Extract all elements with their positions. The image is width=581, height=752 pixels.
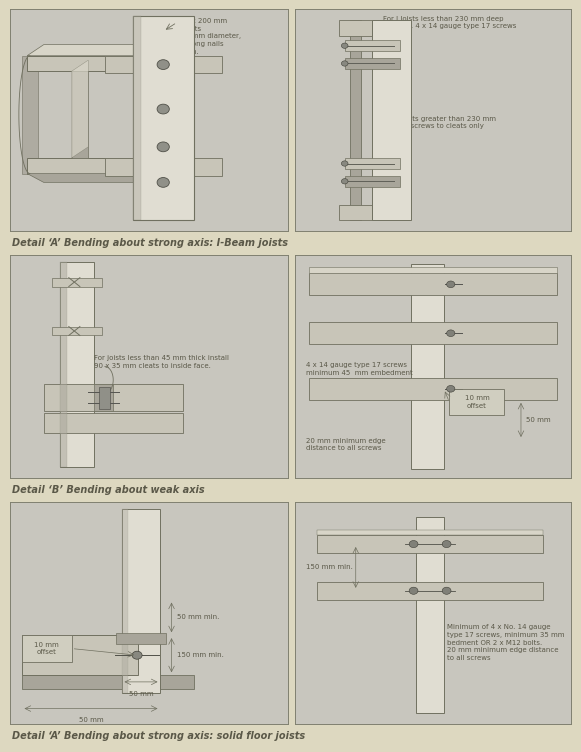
- Text: Detail ‘A’ Bending about strong axis: solid floor joists: Detail ‘A’ Bending about strong axis: so…: [12, 731, 305, 741]
- Circle shape: [342, 179, 348, 184]
- Bar: [417, 517, 444, 713]
- Bar: [21, 635, 71, 662]
- Bar: [60, 262, 94, 466]
- Bar: [105, 158, 132, 176]
- Bar: [121, 508, 128, 693]
- Text: 150 mm min.: 150 mm min.: [306, 565, 353, 571]
- Bar: [449, 389, 504, 415]
- Text: 20 mm minimum edge
distance to all screws: 20 mm minimum edge distance to all screw…: [306, 438, 386, 451]
- Text: 50 mm: 50 mm: [128, 691, 153, 697]
- Bar: [345, 58, 400, 69]
- Bar: [21, 56, 38, 174]
- Bar: [372, 20, 411, 220]
- Bar: [116, 633, 166, 644]
- Circle shape: [342, 161, 348, 166]
- Bar: [317, 529, 543, 535]
- Text: 70 x 45 x 200 mm
long cleats
4 x 3.15mm diameter,
75 mm long nails
to I-Beam.: 70 x 45 x 200 mm long cleats 4 x 3.15mm …: [163, 18, 241, 55]
- Bar: [317, 582, 543, 599]
- Text: 150 mm min.: 150 mm min.: [177, 652, 224, 658]
- Circle shape: [409, 541, 418, 547]
- Bar: [193, 56, 221, 74]
- Circle shape: [157, 142, 169, 152]
- Polygon shape: [27, 174, 188, 183]
- Bar: [309, 378, 557, 400]
- Circle shape: [442, 587, 451, 594]
- Bar: [193, 158, 221, 176]
- Bar: [60, 262, 67, 466]
- Circle shape: [447, 330, 455, 337]
- Bar: [309, 266, 557, 273]
- Circle shape: [442, 541, 451, 547]
- Circle shape: [342, 61, 348, 66]
- Bar: [71, 71, 88, 158]
- Text: 50 mm: 50 mm: [78, 717, 103, 723]
- Text: For I Joists less than 230 mm deep
use min. 4 x 14 gauge type 17 screws: For I Joists less than 230 mm deep use m…: [383, 16, 517, 29]
- Circle shape: [342, 43, 348, 48]
- Text: For joists less than 45 mm thick install
90 x 35 mm cleats to inside face.: For joists less than 45 mm thick install…: [94, 356, 229, 369]
- Bar: [132, 16, 141, 220]
- Bar: [345, 40, 400, 51]
- Bar: [132, 16, 193, 220]
- Circle shape: [447, 281, 455, 288]
- Text: 50 mm: 50 mm: [526, 417, 551, 423]
- Bar: [21, 635, 138, 675]
- Bar: [309, 322, 557, 344]
- Bar: [52, 326, 102, 335]
- Text: For I Joists greater than 230 mm
use 2 x screws to cleats only: For I Joists greater than 230 mm use 2 x…: [383, 116, 496, 129]
- Circle shape: [447, 386, 455, 392]
- Bar: [345, 176, 400, 186]
- Bar: [411, 264, 444, 468]
- Circle shape: [157, 177, 169, 187]
- Circle shape: [409, 587, 418, 594]
- Bar: [44, 414, 182, 433]
- Text: 10 mm
offset: 10 mm offset: [465, 396, 489, 409]
- Bar: [121, 508, 160, 693]
- Text: 10 mm
offset: 10 mm offset: [34, 641, 59, 655]
- Circle shape: [157, 105, 169, 114]
- Bar: [27, 56, 171, 71]
- Text: Minimum of 4 x No. 14 gauge
type 17 screws, minimum 35 mm
bedment OR 2 x M12 bol: Minimum of 4 x No. 14 gauge type 17 scre…: [447, 624, 564, 661]
- Bar: [317, 535, 543, 553]
- Bar: [52, 277, 102, 287]
- Bar: [44, 384, 182, 411]
- Polygon shape: [27, 44, 188, 56]
- Text: Detail ‘B’ Bending about weak axis: Detail ‘B’ Bending about weak axis: [12, 485, 205, 495]
- Circle shape: [132, 651, 142, 660]
- Bar: [350, 20, 361, 220]
- Bar: [339, 205, 372, 220]
- Circle shape: [157, 59, 169, 69]
- Bar: [309, 273, 557, 296]
- Text: 50 mm min.: 50 mm min.: [177, 614, 220, 620]
- Bar: [345, 158, 400, 169]
- Bar: [339, 20, 372, 35]
- Polygon shape: [71, 60, 88, 158]
- Bar: [99, 387, 110, 409]
- Text: 4 x 14 gauge type 17 screws
minimum 45  mm embedment: 4 x 14 gauge type 17 screws minimum 45 m…: [306, 362, 413, 376]
- Text: Detail ‘A’ Bending about strong axis: I-Beam joists: Detail ‘A’ Bending about strong axis: I-…: [12, 238, 288, 248]
- Bar: [21, 675, 193, 689]
- Bar: [27, 158, 171, 174]
- Bar: [105, 56, 132, 74]
- Bar: [94, 384, 113, 411]
